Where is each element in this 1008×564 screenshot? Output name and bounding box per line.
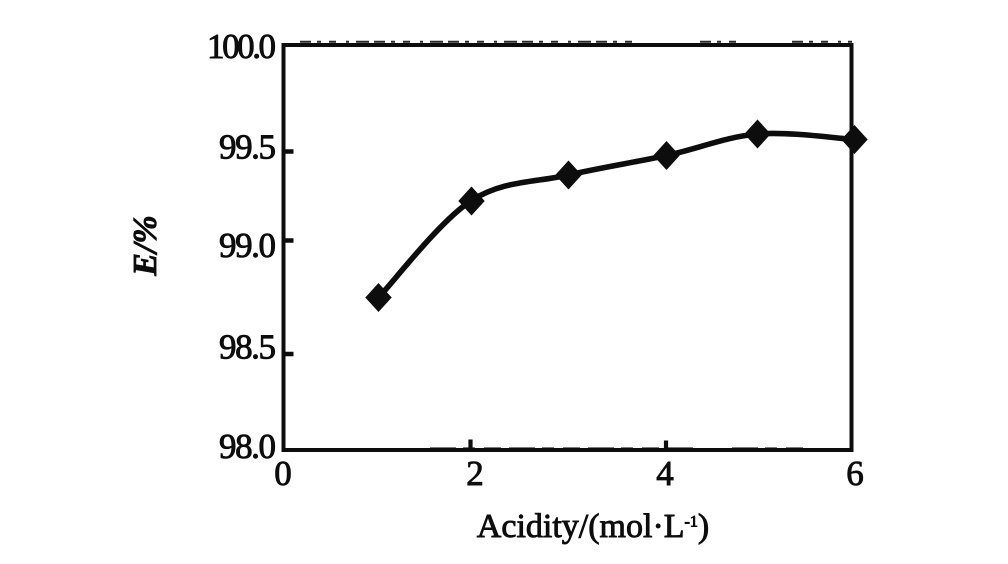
svg-text:E/%: E/%: [127, 215, 164, 276]
svg-text:4: 4: [656, 454, 674, 493]
svg-text:98.5: 98.5: [219, 328, 276, 367]
svg-text:0: 0: [274, 454, 292, 493]
svg-text:2: 2: [466, 454, 484, 493]
svg-text:99.5: 99.5: [219, 128, 276, 167]
svg-text:Acidity/(mol·L-1): Acidity/(mol·L-1): [477, 508, 709, 545]
svg-text:98.0: 98.0: [219, 427, 276, 466]
svg-text:100.0: 100.0: [207, 27, 276, 66]
svg-text:99.0: 99.0: [219, 226, 276, 265]
svg-text:6: 6: [846, 454, 864, 493]
